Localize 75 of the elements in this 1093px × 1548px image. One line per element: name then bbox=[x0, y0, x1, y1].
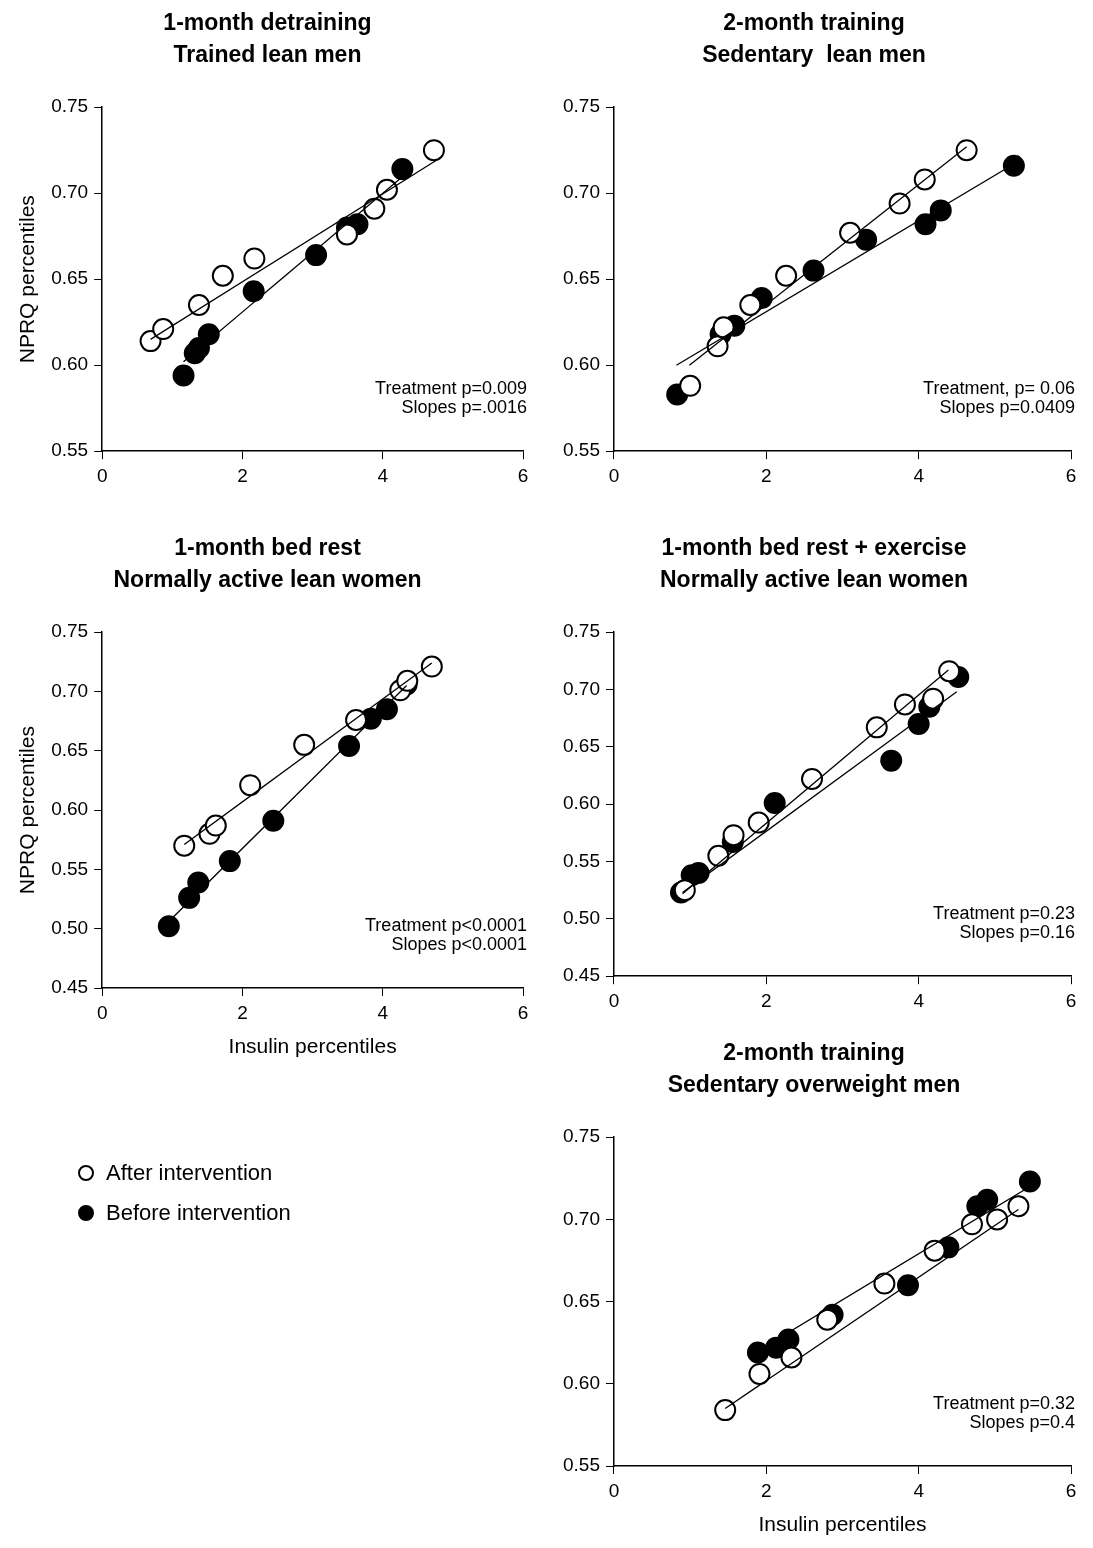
y-tick-label: 0.65 bbox=[51, 739, 89, 761]
chart-title: 2-month training bbox=[723, 1039, 905, 1066]
x-axis-title: Insulin percentiles bbox=[758, 1512, 927, 1536]
y-tick-label: 0.65 bbox=[563, 1289, 600, 1311]
x-tick-label: 4 bbox=[913, 989, 925, 1011]
chart-subtitle: Sedentary lean men bbox=[702, 40, 926, 67]
annotation: Treatment, p= 0.06 bbox=[923, 378, 1075, 399]
y-tick-label: 0.65 bbox=[563, 735, 600, 757]
y-axis-title: NPRQ percentiles bbox=[15, 726, 39, 895]
chart-subtitle: Normally active lean women bbox=[113, 565, 422, 592]
chart-title: 2-month training bbox=[723, 9, 905, 36]
y-tick-label: 0.60 bbox=[51, 798, 89, 820]
chart-subtitle: Sedentary overweight men bbox=[667, 1070, 961, 1097]
y-tick-label: 0.60 bbox=[51, 353, 89, 375]
y-tick-label: 0.70 bbox=[51, 679, 89, 701]
x-axis-title: Insulin percentiles bbox=[228, 1034, 397, 1058]
chart-subtitle: Normally active lean women bbox=[659, 565, 969, 592]
x-tick-label: 6 bbox=[1065, 989, 1077, 1011]
legend-label: After intervention bbox=[106, 1160, 273, 1186]
chart-title: 1-month bed rest + exercise bbox=[661, 534, 967, 561]
x-tick-label: 4 bbox=[377, 1001, 389, 1023]
x-tick-label: 4 bbox=[913, 1479, 925, 1501]
x-tick-label: 0 bbox=[608, 989, 620, 1011]
y-tick-label: 0.55 bbox=[51, 857, 89, 879]
x-tick-label: 2 bbox=[761, 1479, 772, 1501]
y-tick-label: 0.50 bbox=[563, 907, 600, 929]
y-tick-label: 0.55 bbox=[563, 849, 600, 871]
y-tick-label: 0.60 bbox=[563, 792, 600, 814]
annotation: Slopes p<0.0001 bbox=[391, 934, 527, 954]
y-tick-label: 0.50 bbox=[51, 916, 89, 938]
y-tick-label: 0.45 bbox=[563, 964, 600, 986]
annotation: Slopes p=.0016 bbox=[401, 397, 527, 418]
x-tick-label: 2 bbox=[237, 1001, 248, 1023]
annotation: Treatment p=0.32 bbox=[933, 1393, 1075, 1413]
y-tick-label: 0.55 bbox=[563, 439, 600, 461]
y-tick-label: 0.75 bbox=[51, 620, 89, 642]
x-tick-label: 6 bbox=[1065, 1479, 1077, 1501]
y-axis-title: NPRQ percentiles bbox=[15, 195, 39, 364]
y-tick-label: 0.70 bbox=[51, 181, 89, 203]
x-tick-label: 2 bbox=[237, 464, 248, 486]
annotation: Slopes p=0.16 bbox=[959, 922, 1075, 943]
chart-title: 1-month bed rest bbox=[174, 534, 362, 561]
y-tick-label: 0.65 bbox=[51, 267, 89, 289]
x-tick-label: 0 bbox=[608, 464, 620, 486]
annotation: Treatment p=0.23 bbox=[933, 903, 1075, 924]
y-tick-label: 0.75 bbox=[563, 620, 600, 642]
y-tick-label: 0.70 bbox=[563, 677, 600, 699]
legend-label: Before intervention bbox=[106, 1200, 291, 1226]
chart-subtitle: Trained lean men bbox=[173, 40, 362, 67]
x-tick-label: 2 bbox=[761, 464, 772, 486]
x-tick-label: 6 bbox=[1065, 464, 1077, 486]
annotation: Treatment p=0.009 bbox=[375, 378, 527, 399]
y-tick-label: 0.65 bbox=[563, 267, 600, 289]
annotation: Slopes p=0.4 bbox=[969, 1412, 1075, 1432]
y-tick-label: 0.70 bbox=[563, 181, 600, 203]
x-tick-label: 2 bbox=[761, 989, 772, 1011]
y-tick-label: 0.70 bbox=[563, 1207, 600, 1229]
annotation: Treatment p<0.0001 bbox=[365, 915, 527, 935]
x-tick-label: 0 bbox=[96, 464, 108, 486]
y-tick-label: 0.60 bbox=[563, 353, 600, 375]
x-tick-label: 6 bbox=[517, 1001, 529, 1023]
x-tick-label: 4 bbox=[913, 464, 925, 486]
chart-title: 1-month detraining bbox=[163, 9, 372, 36]
y-tick-label: 0.60 bbox=[563, 1372, 600, 1394]
annotation: Slopes p=0.0409 bbox=[939, 397, 1075, 418]
x-tick-label: 0 bbox=[608, 1479, 620, 1501]
x-tick-label: 0 bbox=[96, 1001, 108, 1023]
y-tick-label: 0.45 bbox=[51, 976, 89, 998]
y-tick-label: 0.75 bbox=[563, 1125, 600, 1147]
x-tick-label: 4 bbox=[377, 464, 389, 486]
y-tick-label: 0.55 bbox=[51, 439, 89, 461]
x-tick-label: 6 bbox=[517, 464, 529, 486]
y-tick-label: 0.75 bbox=[51, 95, 89, 117]
y-tick-label: 0.55 bbox=[563, 1454, 600, 1476]
y-tick-label: 0.75 bbox=[563, 95, 600, 117]
